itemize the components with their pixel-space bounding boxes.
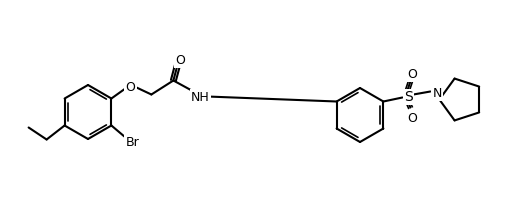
Text: O: O <box>408 112 417 125</box>
Text: NH: NH <box>191 90 210 103</box>
Text: O: O <box>125 81 135 94</box>
Text: S: S <box>404 90 413 104</box>
Text: Br: Br <box>125 136 139 149</box>
Text: N: N <box>433 86 442 99</box>
Text: O: O <box>175 53 185 66</box>
Text: O: O <box>408 68 417 81</box>
